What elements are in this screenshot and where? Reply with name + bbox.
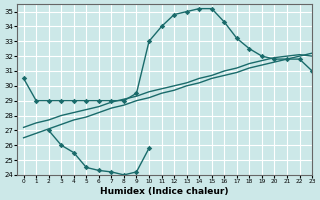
X-axis label: Humidex (Indice chaleur): Humidex (Indice chaleur) bbox=[100, 187, 229, 196]
